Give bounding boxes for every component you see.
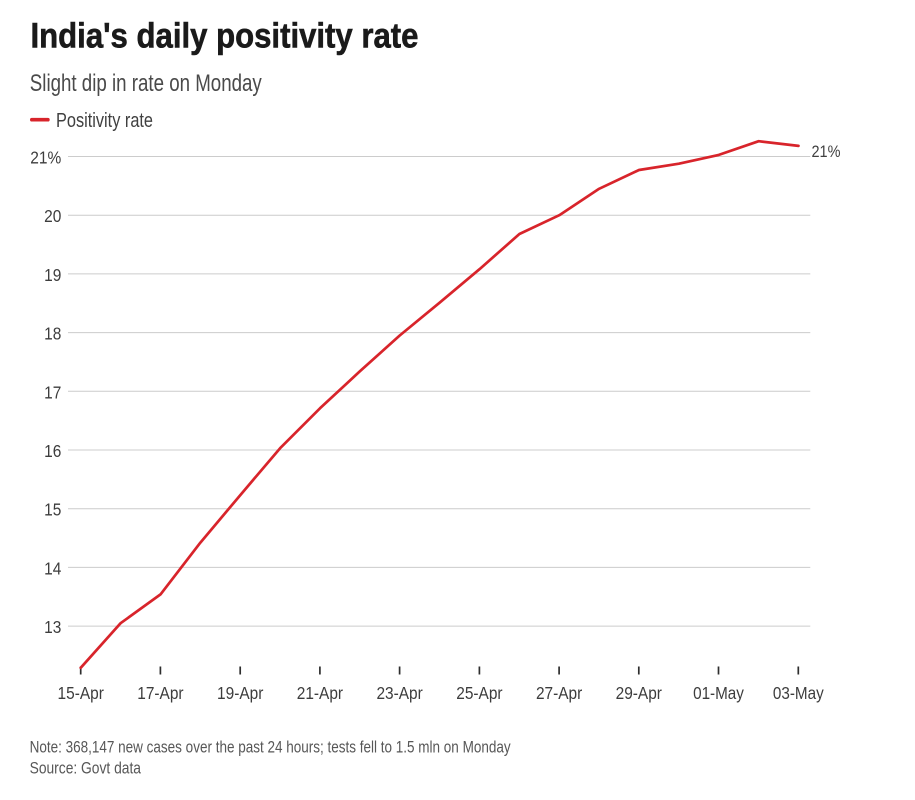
svg-text:15-Apr: 15-Apr — [58, 683, 105, 703]
svg-text:Source: Govt data: Source: Govt data — [30, 759, 142, 778]
svg-text:21%: 21% — [30, 148, 61, 168]
svg-text:17-Apr: 17-Apr — [137, 683, 184, 703]
svg-text:Slight dip in rate on Monday: Slight dip in rate on Monday — [30, 70, 263, 97]
svg-text:19-Apr: 19-Apr — [217, 683, 264, 703]
svg-text:Positivity rate: Positivity rate — [56, 109, 153, 132]
svg-text:27-Apr: 27-Apr — [536, 683, 583, 703]
svg-text:21-Apr: 21-Apr — [297, 683, 344, 703]
svg-text:21%: 21% — [812, 142, 841, 161]
svg-text:14: 14 — [44, 558, 62, 578]
svg-text:15: 15 — [44, 500, 61, 520]
svg-text:25-Apr: 25-Apr — [456, 683, 503, 703]
svg-text:13: 13 — [44, 617, 61, 637]
svg-text:17: 17 — [44, 382, 61, 402]
svg-text:29-Apr: 29-Apr — [616, 683, 663, 703]
svg-text:03-May: 03-May — [773, 683, 824, 703]
svg-text:Note: 368,147 new cases over t: Note: 368,147 new cases over the past 24… — [30, 738, 512, 757]
svg-text:19: 19 — [44, 265, 61, 285]
svg-text:01-May: 01-May — [693, 683, 744, 703]
svg-text:20: 20 — [44, 206, 61, 226]
svg-text:India's daily positivity rate: India's daily positivity rate — [31, 17, 419, 56]
svg-text:16: 16 — [44, 441, 61, 461]
svg-text:18: 18 — [44, 324, 61, 344]
svg-text:23-Apr: 23-Apr — [376, 683, 423, 703]
